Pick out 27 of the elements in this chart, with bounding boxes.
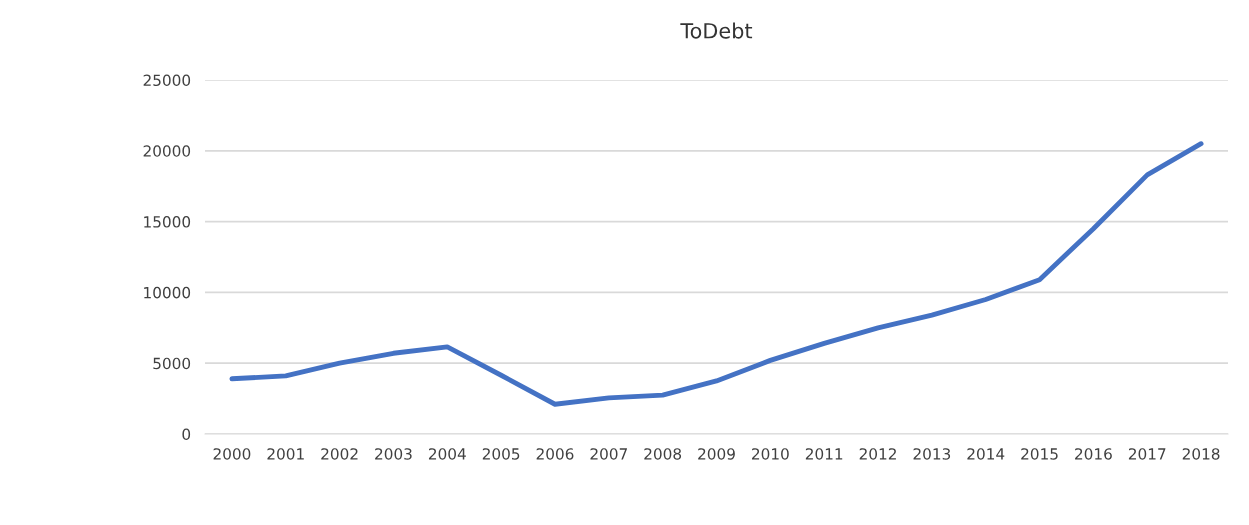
- y-tick-label: 5000: [153, 357, 191, 370]
- x-tick-label: 2005: [482, 448, 520, 460]
- x-tick-label: 2007: [590, 448, 627, 460]
- x-tick-label: 2009: [698, 448, 735, 460]
- x-tick-label: 2003: [375, 448, 412, 460]
- x-tick-label: 2014: [967, 448, 1005, 460]
- x-tick-label: 2001: [267, 448, 304, 460]
- x-tick-label: 2013: [913, 448, 951, 460]
- x-tick-label: 2000: [213, 448, 251, 460]
- x-tick-label: 2006: [536, 448, 574, 460]
- y-tick-label: 10000: [144, 286, 191, 299]
- x-tick-label: 2004: [428, 448, 466, 460]
- x-tick-label: 2010: [752, 448, 789, 460]
- y-tick-label: 20000: [143, 145, 191, 157]
- y-tick-label: 15000: [144, 216, 191, 228]
- x-tick-label: 2012: [859, 448, 896, 460]
- x-tick-label: 2017: [1128, 448, 1166, 460]
- x-tick-label: 2011: [805, 448, 843, 460]
- line-series: [229, 141, 1204, 407]
- chart-title: ToDebt: [680, 22, 753, 39]
- x-tick-label: 2002: [321, 448, 358, 460]
- y-tick-label: 25000: [143, 74, 191, 87]
- x-tick-label: 2018: [1182, 448, 1220, 460]
- x-tick-label: 2015: [1021, 448, 1058, 460]
- x-tick-label: 2016: [1075, 448, 1112, 460]
- y-tick-label: 0: [182, 428, 191, 441]
- x-tick-label: 2008: [644, 448, 682, 460]
